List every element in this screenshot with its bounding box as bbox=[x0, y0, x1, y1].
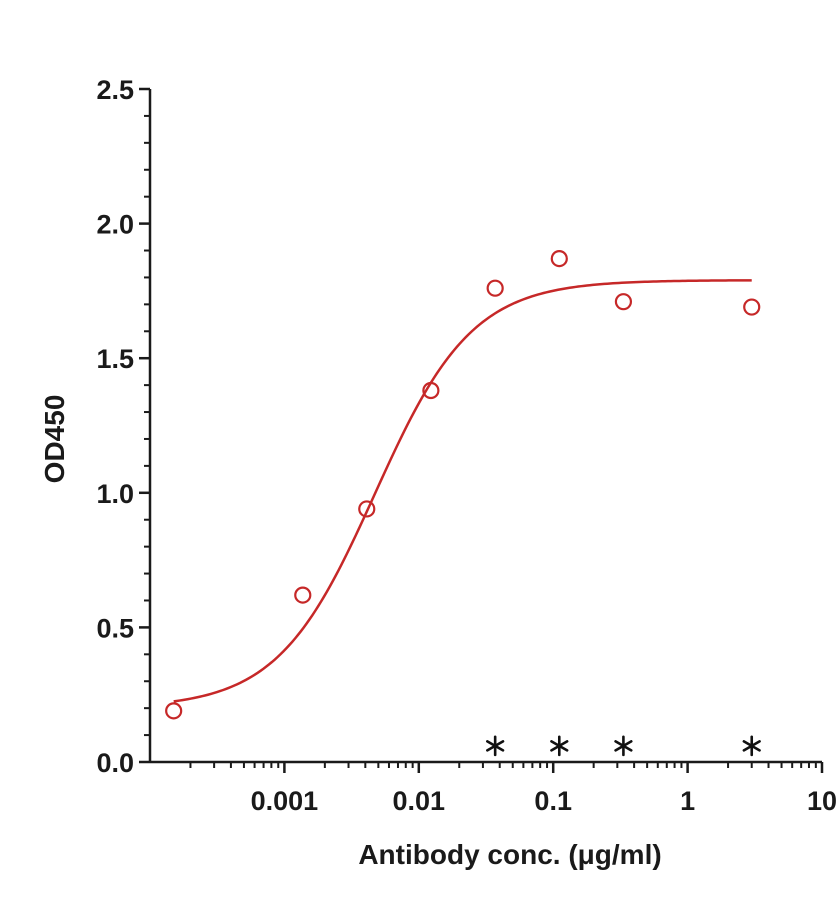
y-tick-label: 2.0 bbox=[96, 210, 134, 240]
data-point bbox=[486, 279, 504, 297]
data-point bbox=[165, 702, 183, 720]
fit-curves bbox=[173, 279, 752, 703]
y-tick-label: 2.5 bbox=[96, 75, 134, 105]
data-point bbox=[294, 586, 312, 604]
data-point bbox=[614, 293, 633, 311]
control-point bbox=[614, 735, 633, 757]
x-tick-label: 0.001 bbox=[251, 786, 319, 816]
data-point bbox=[358, 500, 376, 518]
x-tick-label: 1 bbox=[680, 786, 695, 816]
data-point bbox=[743, 298, 761, 316]
x-tick-label: 10 bbox=[807, 786, 837, 816]
fit-curve bbox=[173, 279, 752, 703]
x-axis-title: Antibody conc. (μg/ml) bbox=[358, 839, 661, 870]
y-tick-label: 1.0 bbox=[96, 479, 134, 509]
data-point bbox=[422, 381, 440, 400]
y-tick-label: 0.5 bbox=[96, 613, 134, 643]
control-point bbox=[742, 735, 761, 757]
control-point bbox=[486, 735, 505, 757]
y-tick-label: 0.0 bbox=[96, 748, 134, 778]
x-ticks: 0.001 0.01 0.1 1 10 bbox=[189, 762, 837, 816]
x-tick-label: 0.01 bbox=[393, 786, 446, 816]
y-ticks: 0.0 0.5 1.0 1.5 2.0 2.5 bbox=[96, 75, 150, 778]
data-point bbox=[550, 249, 568, 268]
control-point bbox=[550, 735, 569, 757]
axes: 0.0 0.5 1.0 1.5 2.0 2.5 0.001 0.01 0.1 1 10 bbox=[96, 75, 837, 816]
x-tick-label: 0.1 bbox=[534, 786, 572, 816]
y-axis-title: OD450 bbox=[39, 395, 70, 484]
data-points bbox=[165, 249, 761, 757]
y-tick-label: 1.5 bbox=[96, 344, 134, 374]
